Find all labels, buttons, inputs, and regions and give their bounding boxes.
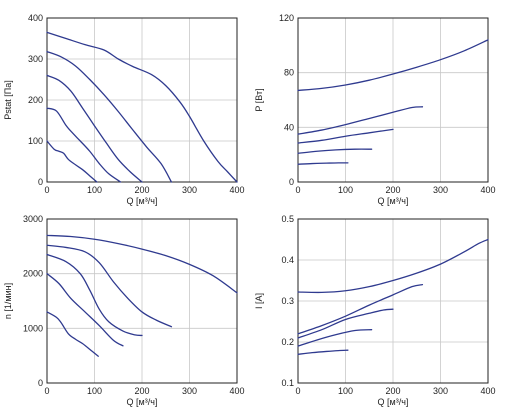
series-line-2 <box>46 244 173 328</box>
y-tick-label: 120 <box>279 13 294 23</box>
series-line-3 <box>46 253 143 337</box>
y-tick-label: 200 <box>28 95 43 105</box>
series-line-2 <box>297 283 424 335</box>
x-tick-label: 300 <box>433 185 448 195</box>
y-tick-label: 100 <box>28 136 43 146</box>
series-line-2 <box>297 106 424 135</box>
y-tick-label: 0.1 <box>281 378 294 388</box>
y-tick-label: 1000 <box>23 323 43 333</box>
x-tick-label: 200 <box>385 185 400 195</box>
chart-pressure: 0 100 200 300 400 0 100 200 300 400 Q [м³/ч] Pstat … <box>3 13 245 206</box>
series-line-2 <box>46 50 173 183</box>
x-tick-label: 200 <box>385 386 400 396</box>
y-tick-label: 0.2 <box>281 337 294 347</box>
x-tick-label: 0 <box>295 386 300 396</box>
series-line-3 <box>297 128 394 144</box>
x-tick-label: 200 <box>134 185 149 195</box>
series-line-1 <box>46 31 238 183</box>
plot-frame <box>46 218 238 384</box>
y-tick-label: 0 <box>289 177 294 187</box>
series-line-1 <box>297 39 489 92</box>
x-tick-label: 100 <box>338 386 353 396</box>
x-tick-label: 100 <box>87 185 102 195</box>
y-tick-label: 80 <box>284 68 294 78</box>
series-line-4 <box>46 107 122 183</box>
y-tick-label: 40 <box>284 122 294 132</box>
plot-frame <box>297 17 489 183</box>
x-axis-label: Q [м³/ч] <box>378 397 409 407</box>
x-tick-label: 0 <box>44 185 49 195</box>
x-tick-label: 200 <box>134 386 149 396</box>
series-line-1 <box>46 234 238 294</box>
series-line-5 <box>46 311 99 357</box>
y-axis-label: P [Вт] <box>254 88 264 111</box>
x-tick-label: 0 <box>44 386 49 396</box>
y-tick-label: 0.4 <box>281 255 294 265</box>
y-tick-label: 2000 <box>23 269 43 279</box>
x-axis-label: Q [м³/ч] <box>127 397 158 407</box>
x-axis-label: Q [м³/ч] <box>127 196 158 206</box>
series-line-4 <box>297 148 373 154</box>
x-axis-label: Q [м³/ч] <box>378 196 409 206</box>
x-tick-label: 300 <box>182 185 197 195</box>
x-tick-label: 400 <box>229 386 244 396</box>
y-tick-label: 400 <box>28 13 43 23</box>
chart-power: 0 100 200 300 400 0 40 80 120 Q [м³/ч] P [Вт] <box>254 13 496 206</box>
x-tick-label: 400 <box>480 386 495 396</box>
y-axis-label: Pstat [Па] <box>3 80 13 120</box>
chart-speed: 0 100 200 300 400 0 1000 2000 3000 Q [м³/ч] n [1/м… <box>3 214 245 407</box>
x-tick-label: 0 <box>295 185 300 195</box>
y-tick-label: 300 <box>28 54 43 64</box>
y-tick-label: 0 <box>38 378 43 388</box>
series-line-4 <box>297 329 373 347</box>
series-line-4 <box>46 273 124 347</box>
series-line-5 <box>297 349 349 355</box>
series-line-5 <box>297 162 349 165</box>
series-line-3 <box>46 74 143 183</box>
x-tick-label: 100 <box>338 185 353 195</box>
x-tick-label: 400 <box>480 185 495 195</box>
y-tick-label: 0 <box>38 177 43 187</box>
series-line-5 <box>46 140 98 183</box>
x-tick-label: 100 <box>87 386 102 396</box>
y-axis-label: n [1/мин] <box>3 283 13 319</box>
x-tick-label: 400 <box>229 185 244 195</box>
y-axis-label: I [A] <box>254 293 264 309</box>
x-tick-label: 300 <box>182 386 197 396</box>
y-tick-label: 0.5 <box>281 214 294 224</box>
chart-current: 0 100 200 300 400 0.1 0.2 0.3 0.4 0.5 Q [м³/ч] I [A… <box>254 214 496 407</box>
series-line-3 <box>297 308 394 339</box>
series-line-1 <box>297 238 489 294</box>
y-tick-label: 0.3 <box>281 296 294 306</box>
plot-frame <box>297 218 489 384</box>
x-tick-label: 300 <box>433 386 448 396</box>
y-tick-label: 3000 <box>23 214 43 224</box>
